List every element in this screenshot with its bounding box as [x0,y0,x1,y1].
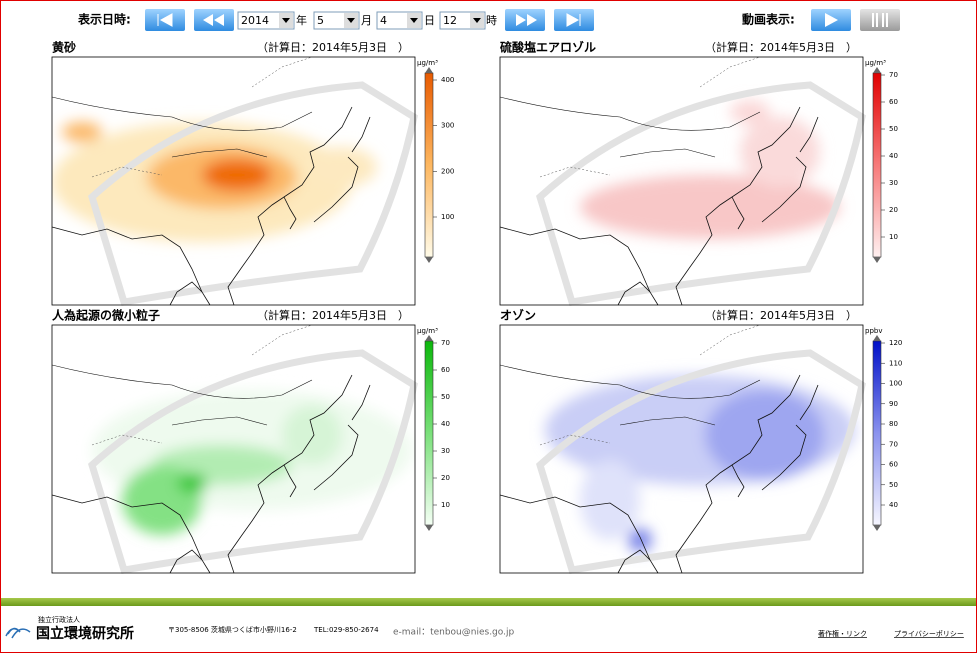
privacy-link[interactable]: プライバシーポリシー [894,630,964,638]
tick-label: 90 [889,400,898,408]
plume [92,390,412,535]
panel-title: 人為起源の微小粒子 [52,308,160,323]
tick-label: 40 [889,501,898,509]
animation-label: 動画表示: [742,12,795,27]
plume [52,122,377,242]
year-value: 2014 [241,14,269,27]
day-unit: 日 [424,14,435,27]
calc-date: （計算日：2014年5月3日 ） [257,40,409,54]
tick-label: 70 [889,440,898,448]
tick-label: 50 [889,481,898,489]
map-frame [51,324,416,574]
hour-value: 12 [443,14,457,27]
month-unit: 月 [361,14,372,27]
tick-label: 70 [889,71,898,79]
year-unit: 年 [296,13,307,27]
unit: μg/m³ [865,59,886,67]
footer: 独立行政法人 国立環境研究所 〒305-8506 茨城県つくば市小野川16-2 … [1,598,976,642]
tick-label: 40 [441,420,450,428]
tick-label: 120 [889,339,902,347]
tick-label: 30 [889,179,898,187]
tick-label: 20 [441,474,450,482]
hour-select[interactable]: 12 [439,11,486,30]
org-name: 国立環境研究所 [36,625,134,642]
tick-label: 60 [889,98,898,106]
year-select[interactable]: 2014 [237,11,295,30]
email: e-mail：tenbou@nies.go.jp [393,628,514,638]
tick-label: 30 [441,447,450,455]
tick-label: 200 [441,167,454,175]
tick-label: 50 [441,393,450,401]
logo-mark [5,627,31,639]
tick-label: 400 [441,76,454,84]
map-frame [499,56,864,306]
panel: オゾン （計算日：2014年5月3日 ） ppbv 120 110 100 90 80 70 60… [500,308,902,574]
colorbar [424,340,434,526]
panel-title: オゾン [500,308,536,323]
tick-label: 50 [889,125,898,133]
copyright-link[interactable]: 著作権・リンク [818,629,867,638]
calc-date: （計算日：2014年5月3日 ） [257,308,409,322]
date-label: 表示日時: [77,12,131,27]
panel-title: 黄砂 [52,40,76,55]
unit: μg/m³ [417,327,438,335]
map-frame [499,324,864,574]
calc-date: （計算日：2014年5月3日 ） [705,40,857,54]
tick-label: 20 [889,206,898,214]
header: 表示日時: 2014 年 5 月 4 日 12 時 動画表示: [77,9,900,31]
tick-label: 60 [441,366,450,374]
unit: ppbv [865,327,882,335]
pause-button[interactable] [860,9,900,31]
tick-label: 60 [889,461,898,469]
tick-label: 110 [889,359,902,367]
address: 〒305-8506 茨城県つくば市小野川16-2 [168,625,297,634]
tick-label: 100 [889,380,902,388]
next-icon [516,14,537,26]
colorbar [872,340,882,526]
prev-icon [203,14,224,26]
calc-date: （計算日：2014年5月3日 ） [705,308,857,322]
tel: TEL:029-850-2674 [313,626,379,634]
footer-bar [1,598,976,606]
play-icon [825,13,838,27]
tick-label: 10 [889,233,898,241]
map-frame [51,56,416,306]
day-select[interactable]: 4 [376,11,423,30]
panel: 黄砂 （計算日：2014年5月3日 ） μg/m³ 400 300 200 100 [52,40,454,306]
colorbar [872,72,882,258]
tick-label: 80 [889,420,898,428]
tick-label: 40 [889,152,898,160]
month-select[interactable]: 5 [313,11,360,30]
month-value: 5 [317,14,324,27]
tick-label: 100 [441,213,454,221]
last-icon [566,13,581,27]
panel-title: 硫酸塩エアロゾル [500,40,596,55]
unit: μg/m³ [417,59,438,67]
tick-label: 70 [441,339,450,347]
day-value: 4 [380,14,387,27]
first-icon [157,13,173,27]
tick-label: 10 [441,501,450,509]
tick-label: 300 [441,122,454,130]
colorbar [424,72,434,258]
pause-icon [872,13,888,27]
hour-unit: 時 [486,14,497,27]
org-type: 独立行政法人 [38,615,80,624]
